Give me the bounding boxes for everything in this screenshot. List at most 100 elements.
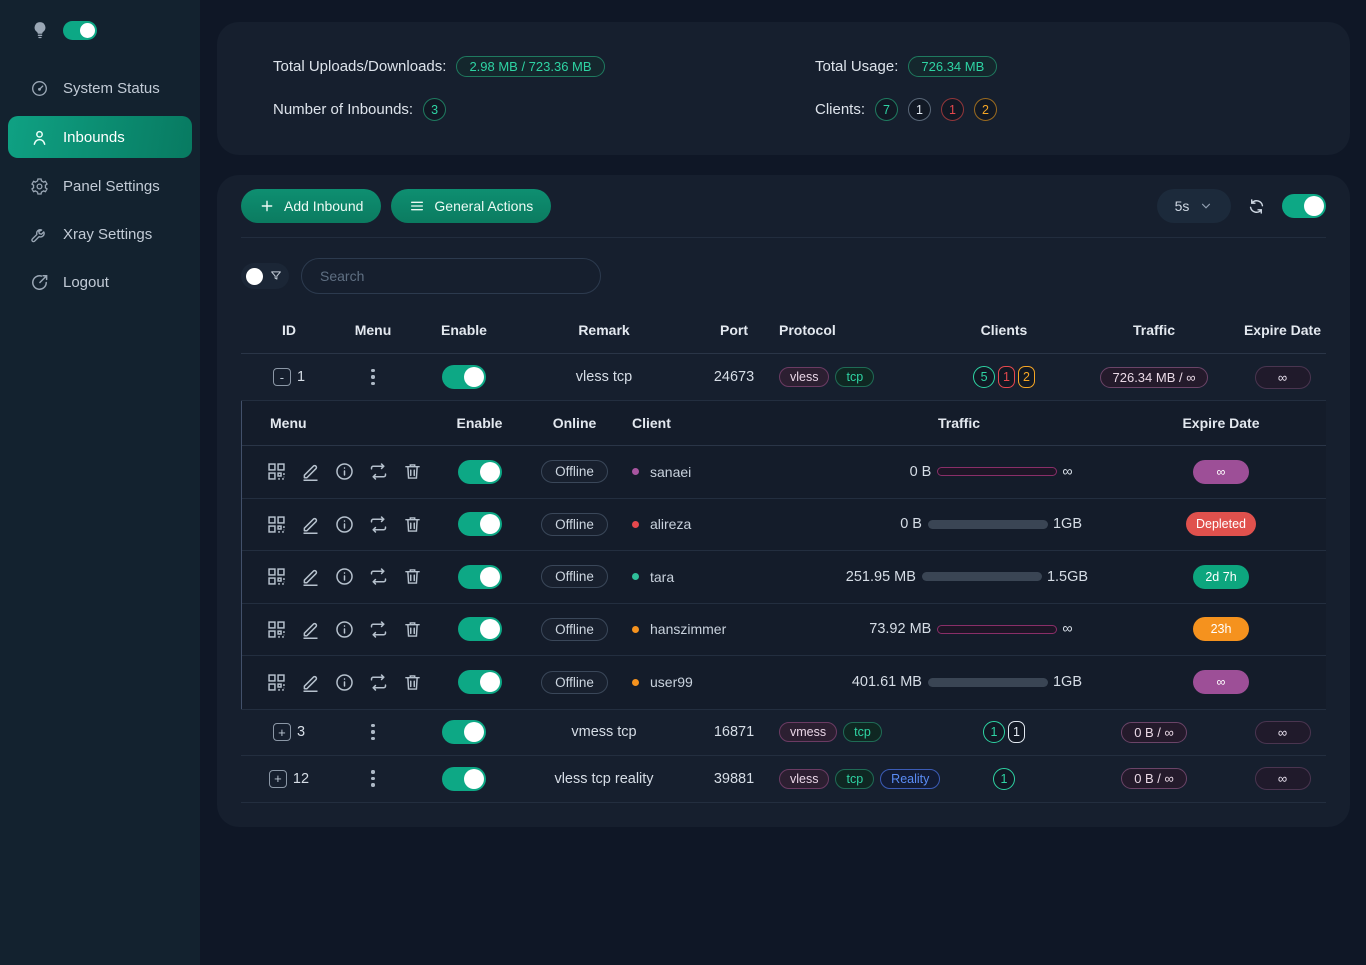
stats-card: Total Uploads/Downloads: 2.98 MB / 723.3… [217, 22, 1350, 155]
inbounds-count-badge: 3 [423, 98, 447, 122]
sidebar-item-system-status[interactable]: System Status [0, 64, 200, 112]
info-icon[interactable] [334, 461, 355, 482]
delete-icon[interactable] [402, 672, 423, 693]
logout-icon [30, 273, 49, 292]
total-uploads-downloads-value: 2.98 MB / 723.36 MB [456, 55, 605, 77]
expand-row-button[interactable]: + [268, 769, 287, 788]
delete-icon[interactable] [402, 566, 423, 587]
gauge-icon [30, 79, 49, 98]
general-actions-button[interactable]: General Actions [391, 189, 552, 223]
reset-traffic-icon[interactable] [368, 672, 389, 693]
auto-refresh-toggle[interactable] [1282, 194, 1326, 218]
row-menu-button[interactable] [367, 718, 378, 746]
row-menu-button[interactable] [367, 765, 378, 793]
collapse-row-button[interactable]: - [272, 368, 291, 386]
subcol-header-menu: Menu [270, 415, 307, 431]
refresh-icon [1247, 197, 1266, 216]
client-expire-badge: Depleted [1185, 512, 1257, 537]
inbound-port: 16871 [713, 724, 755, 740]
edit-icon[interactable] [300, 514, 321, 535]
traffic-progress-bar [937, 467, 1058, 477]
online-status-badge: Offline [541, 617, 608, 641]
table-header-row: ID Menu Enable Remark Port Protocol Clie… [241, 306, 1326, 354]
info-icon[interactable] [334, 566, 355, 587]
inbound-row-12: + 12 vless tcp reality 39881 vless tcp R… [241, 756, 1326, 803]
client-row-user99: Offline user99 401.61 MB 1GB ∞ [242, 656, 1326, 709]
refresh-interval-select[interactable]: 5s [1157, 189, 1231, 223]
col-header-menu: Menu [354, 321, 392, 338]
client-enable-toggle[interactable] [457, 512, 502, 537]
client-color-dot [632, 625, 639, 633]
info-icon[interactable] [334, 672, 355, 693]
refresh-button[interactable] [1247, 197, 1266, 216]
edit-icon[interactable] [300, 672, 321, 693]
inbound-traffic-badge: 0 B / ∞ [1121, 768, 1187, 789]
traffic-limit: ∞ [1062, 463, 1073, 480]
inbound-enable-toggle[interactable] [442, 720, 486, 744]
traffic-limit: 1GB [1052, 674, 1082, 691]
clients-total-badge: 7 [875, 98, 899, 122]
col-header-expire: Expire Date [1243, 321, 1322, 338]
delete-icon[interactable] [402, 619, 423, 640]
inbound-enable-toggle[interactable] [442, 365, 486, 389]
traffic-used: 0 B [909, 463, 932, 480]
client-enable-toggle[interactable] [457, 459, 502, 484]
qr-code-icon[interactable] [266, 566, 287, 587]
inbound-remark: vless tcp reality [554, 770, 654, 787]
theme-toggle[interactable] [63, 20, 97, 40]
client-expire-badge: 23h [1193, 617, 1249, 642]
stat-total-uploads-downloads: Total Uploads/Downloads: 2.98 MB / 723.3… [273, 55, 815, 77]
edit-icon[interactable] [300, 566, 321, 587]
client-enable-toggle[interactable] [457, 564, 502, 589]
qr-code-icon[interactable] [266, 619, 287, 640]
client-color-dot [632, 573, 639, 581]
row-menu-button[interactable] [367, 363, 378, 391]
protocol-badge: vless [779, 768, 830, 789]
reset-traffic-icon[interactable] [368, 566, 389, 587]
chevron-down-icon [1199, 199, 1213, 213]
traffic-used: 73.92 MB [869, 621, 932, 638]
sidebar-item-label: Panel Settings [63, 177, 160, 195]
reset-traffic-icon[interactable] [368, 619, 389, 640]
inbound-id: 1 [296, 369, 306, 385]
traffic-progress-bar [927, 677, 1048, 687]
clients-expiring-badge: 2 [974, 98, 998, 122]
client-count-badge: 1 [983, 721, 1006, 743]
edit-icon[interactable] [300, 619, 321, 640]
client-color-dot [632, 520, 639, 528]
add-inbound-button[interactable]: Add Inbound [241, 189, 382, 223]
qr-code-icon[interactable] [266, 672, 287, 693]
delete-icon[interactable] [402, 461, 423, 482]
clients-depleted-badge: 1 [941, 98, 965, 122]
client-count-badge: 2 [1018, 366, 1035, 388]
reset-traffic-icon[interactable] [368, 461, 389, 482]
filter-toggle[interactable] [241, 263, 289, 289]
delete-icon[interactable] [402, 514, 423, 535]
search-input[interactable] [301, 258, 601, 294]
sidebar-item-panel-settings[interactable]: Panel Settings [0, 162, 200, 210]
protocol-badge: Reality [880, 768, 941, 789]
sidebar-item-logout[interactable]: Logout [0, 258, 200, 306]
edit-icon[interactable] [300, 461, 321, 482]
sidebar-item-xray-settings[interactable]: Xray Settings [0, 210, 200, 258]
info-icon[interactable] [334, 514, 355, 535]
traffic-limit: ∞ [1062, 621, 1073, 638]
col-header-protocol: Protocol [779, 321, 836, 338]
subcol-header-expire: Expire Date [1182, 415, 1260, 431]
col-header-clients: Clients [980, 321, 1028, 338]
qr-code-icon[interactable] [266, 461, 287, 482]
theme-switch-row [0, 20, 200, 40]
info-icon[interactable] [334, 619, 355, 640]
inbound-row-1: - 1 vless tcp 24673 vless tcp 5 1 2 726.… [241, 354, 1326, 401]
inbounds-table: ID Menu Enable Remark Port Protocol Clie… [241, 306, 1326, 803]
client-enable-toggle[interactable] [457, 617, 502, 642]
qr-code-icon[interactable] [266, 514, 287, 535]
expand-row-button[interactable]: + [272, 723, 291, 741]
client-enable-toggle[interactable] [457, 670, 502, 695]
inbound-remark: vless tcp [575, 369, 633, 385]
inbound-enable-toggle[interactable] [442, 766, 486, 791]
inbound-remark: vmess tcp [571, 724, 637, 740]
user-icon [30, 128, 49, 147]
sidebar-item-inbounds[interactable]: Inbounds [8, 116, 192, 158]
reset-traffic-icon[interactable] [368, 514, 389, 535]
